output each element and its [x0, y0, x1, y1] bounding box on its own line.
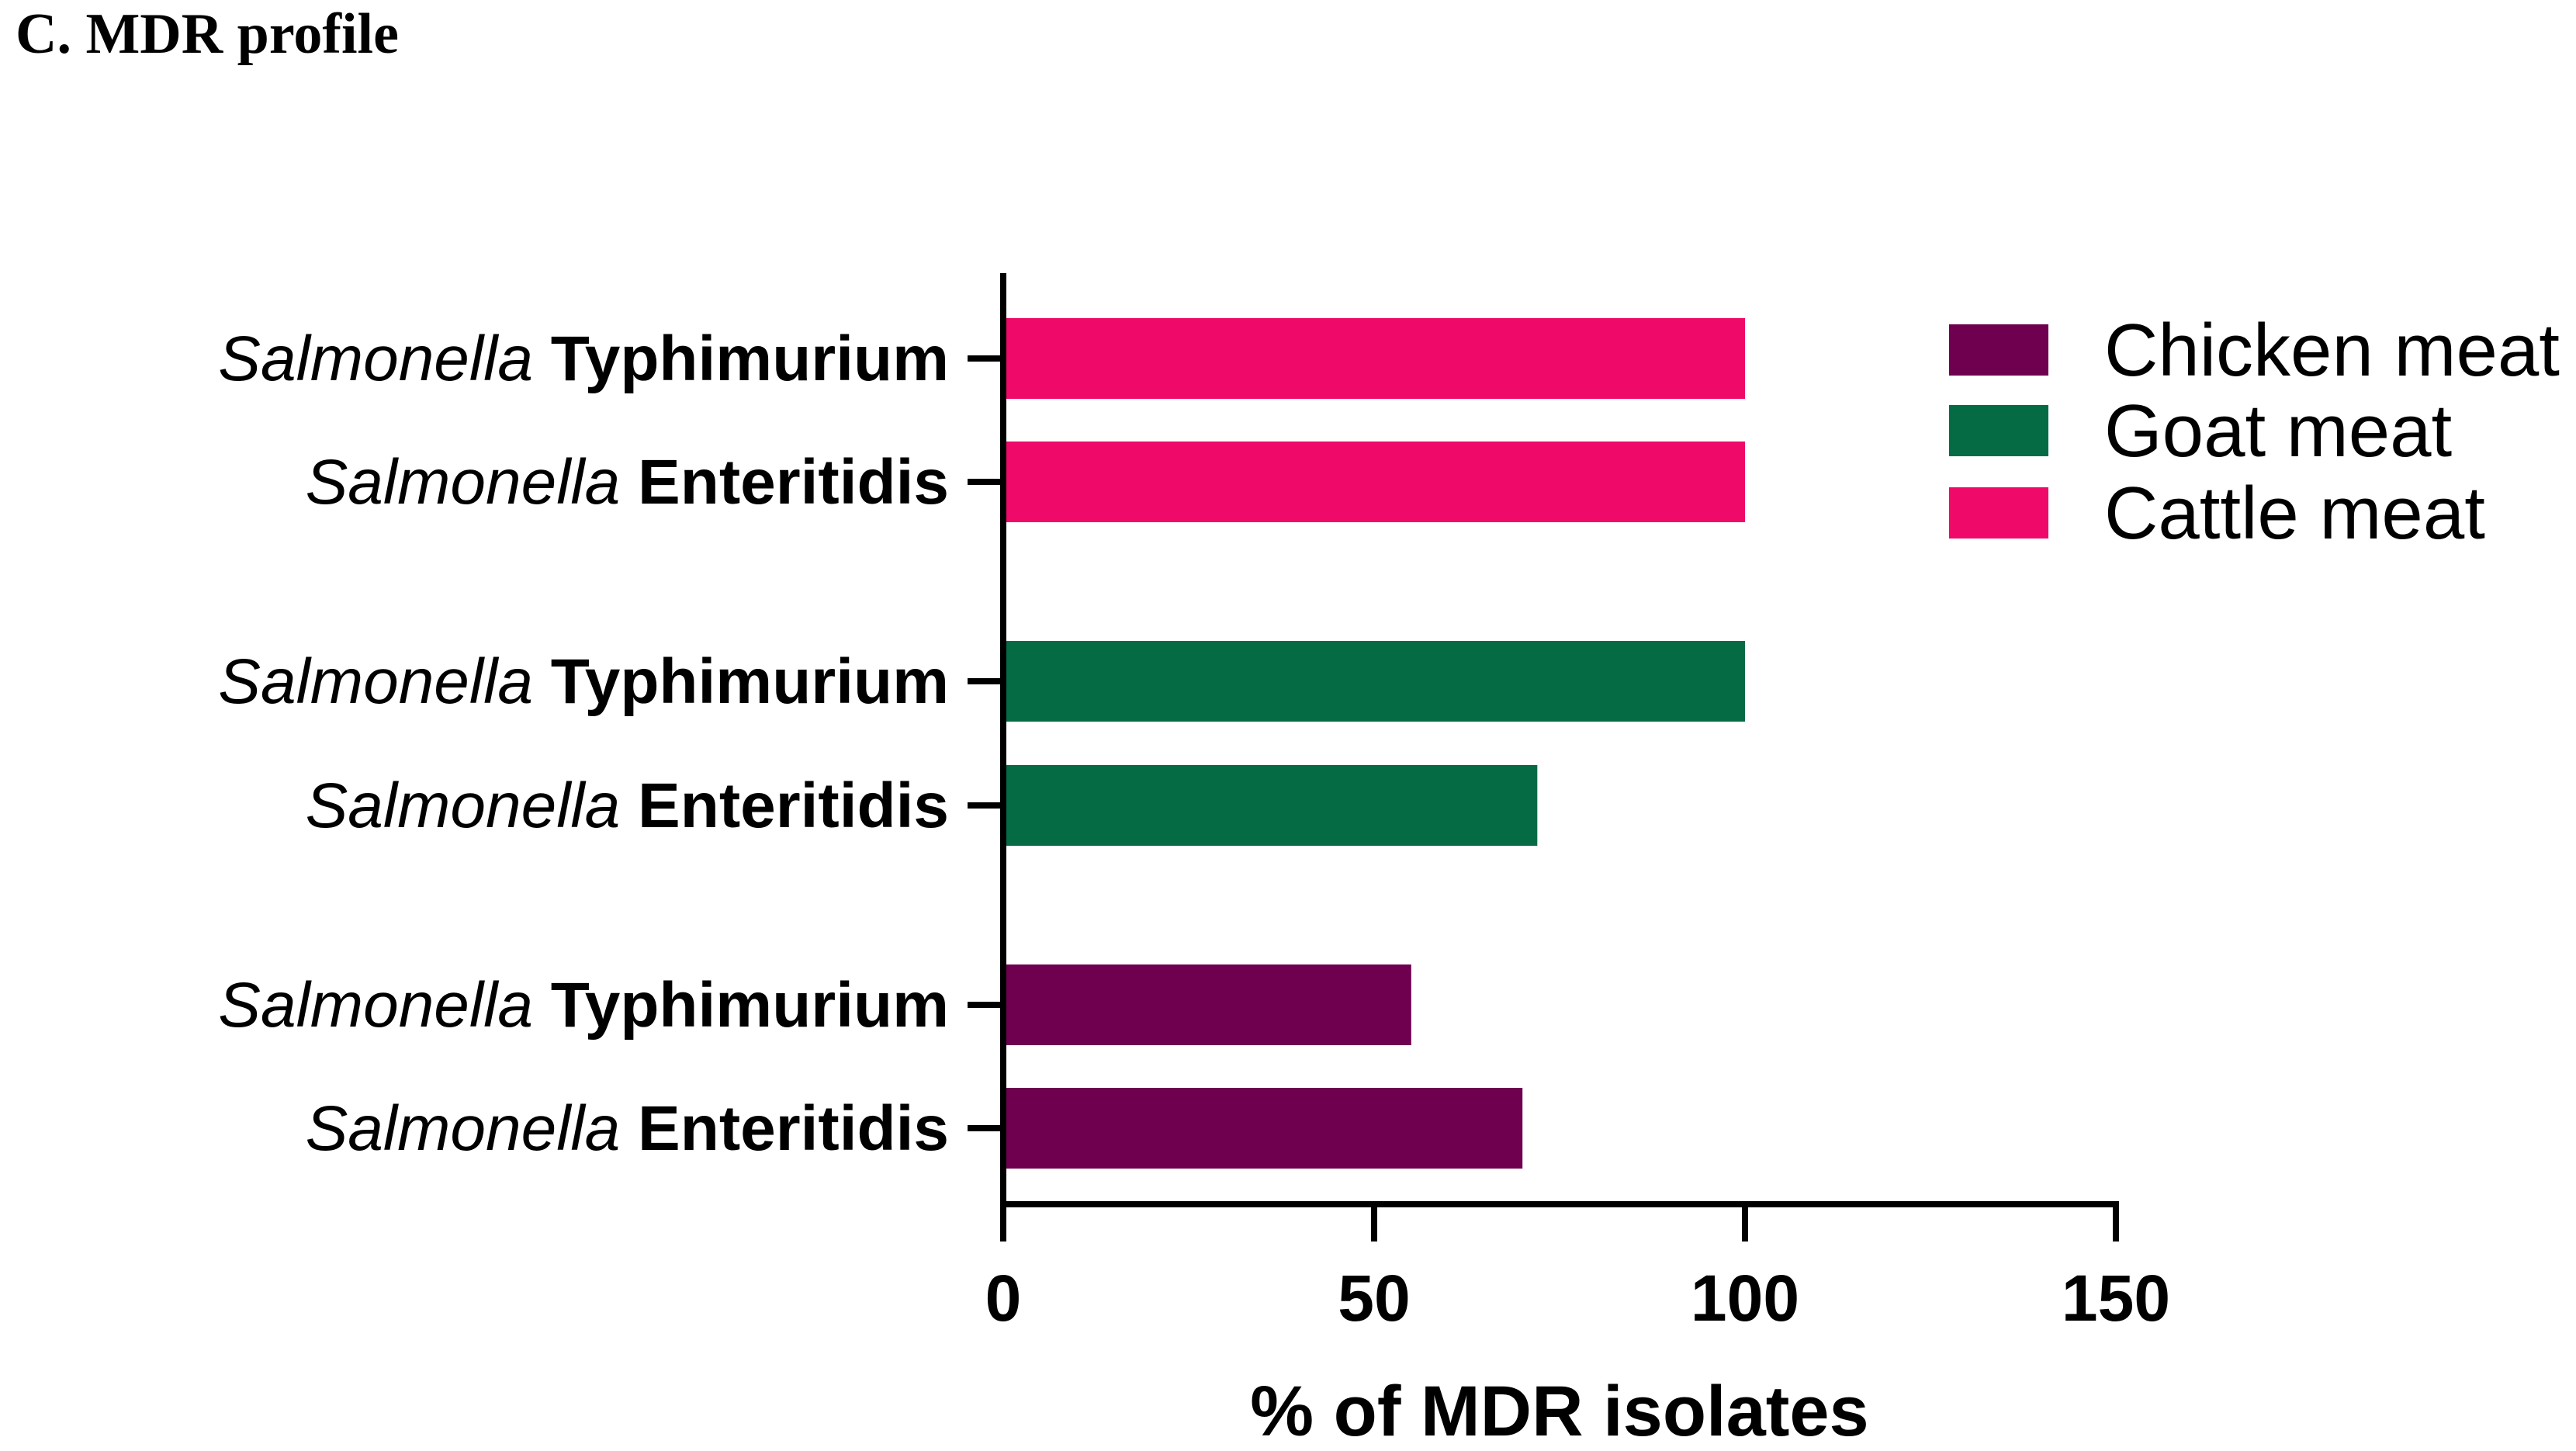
category-genus: Salmonella — [218, 970, 550, 1041]
bar-cattle-meat-typhimurium — [1006, 318, 1745, 399]
category-genus: Salmonella — [306, 771, 638, 841]
x-tick-label: 100 — [1691, 1262, 1799, 1335]
category-serovar: Enteritidis — [638, 1093, 949, 1164]
legend-label-chicken-meat: Chicken meat — [2104, 309, 2560, 392]
category-label: Salmonella Enteritidis — [306, 771, 949, 841]
category-genus: Salmonella — [306, 447, 638, 518]
bar-cattle-meat-enteritidis — [1006, 442, 1745, 522]
x-tick-label: 50 — [1338, 1262, 1410, 1335]
bar-goat-meat-enteritidis — [1006, 765, 1538, 846]
figure-title: C. MDR profile — [16, 2, 399, 66]
x-tick-label: 150 — [2062, 1262, 2170, 1335]
category-serovar: Enteritidis — [638, 771, 949, 841]
legend-label-cattle-meat: Cattle meat — [2104, 472, 2485, 555]
bar-chicken-meat-typhimurium — [1006, 964, 1411, 1045]
category-label: Salmonella Typhimurium — [218, 646, 949, 717]
bars-layer — [1006, 318, 1745, 1169]
legend-swatch-chicken-meat — [1949, 324, 2048, 376]
category-label: Salmonella Typhimurium — [218, 324, 949, 394]
legend-swatch-cattle-meat — [1949, 487, 2048, 538]
axes-layer: 0 50 100 150 — [968, 273, 2170, 1335]
category-genus: Salmonella — [218, 324, 550, 394]
legend-label-goat-meat: Goat meat — [2104, 390, 2452, 473]
category-serovar: Enteritidis — [638, 447, 949, 518]
category-label: Salmonella Enteritidis — [306, 447, 949, 518]
category-genus: Salmonella — [218, 646, 550, 717]
x-axis-title: % of MDR isolates — [1250, 1372, 1868, 1451]
category-label: Salmonella Enteritidis — [306, 1093, 949, 1164]
category-serovar: Typhimurium — [551, 324, 949, 394]
x-tick-label: 0 — [985, 1262, 1022, 1335]
category-label: Salmonella Typhimurium — [218, 970, 949, 1041]
category-serovar: Typhimurium — [551, 970, 949, 1041]
bar-chicken-meat-enteritidis — [1006, 1088, 1523, 1169]
bar-goat-meat-typhimurium — [1006, 641, 1745, 722]
category-serovar: Typhimurium — [551, 646, 949, 717]
category-genus: Salmonella — [306, 1093, 638, 1164]
legend-swatch-goat-meat — [1949, 405, 2048, 456]
